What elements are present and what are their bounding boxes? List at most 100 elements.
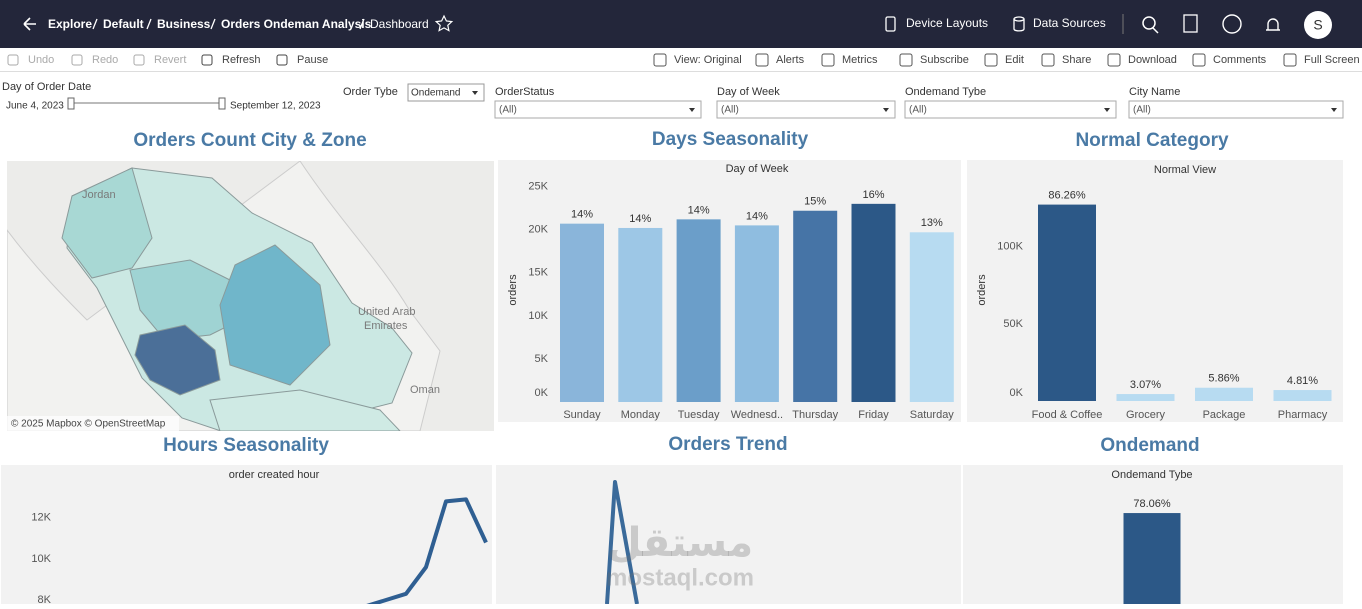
order-type-select[interactable] xyxy=(407,83,485,102)
tool-icon xyxy=(755,53,769,67)
help-icon[interactable] xyxy=(1222,14,1242,34)
data-label: 78.06% xyxy=(1133,498,1171,510)
x-tick-label: Sunday xyxy=(563,409,601,421)
tool-button[interactable]: Undo xyxy=(28,54,54,66)
avatar-initial: S xyxy=(1313,17,1322,33)
chart-subtitle: Normal View xyxy=(1154,164,1216,176)
chart-subtitle: Day of Week xyxy=(726,163,789,175)
metrics-icon[interactable] xyxy=(1183,14,1198,33)
tool-button[interactable]: Edit xyxy=(1005,54,1024,66)
filter-value[interactable]: Ondemand xyxy=(411,88,460,99)
tool-button[interactable]: Download xyxy=(1128,54,1177,66)
breadcrumb[interactable]: Default xyxy=(103,17,144,31)
tool-button[interactable]: Pause xyxy=(297,54,328,66)
trend-panel xyxy=(496,465,961,604)
tool-button[interactable]: Subscribe xyxy=(920,54,969,66)
x-tick-label: Grocery xyxy=(1126,409,1166,421)
tool-button[interactable]: Revert xyxy=(154,54,186,66)
panel-title: Orders Trend xyxy=(668,434,787,455)
breadcrumb[interactable]: Business xyxy=(157,17,211,31)
tool-button[interactable]: Refresh xyxy=(222,54,261,66)
tool-button[interactable]: Share xyxy=(1062,54,1091,66)
dropdown[interactable] xyxy=(494,100,702,119)
breadcrumb[interactable]: Explore xyxy=(48,17,92,31)
chart-subtitle: Ondemand Tybe xyxy=(1111,469,1192,481)
tool-icon xyxy=(821,53,835,67)
x-tick-label: Wednesd.. xyxy=(731,409,783,421)
data-label: 14% xyxy=(571,209,593,221)
tool-button[interactable]: Full Screen xyxy=(1304,54,1360,66)
favorite-icon[interactable] xyxy=(434,14,454,32)
data-label: 15% xyxy=(804,196,826,208)
x-tick-label: Food & Coffee xyxy=(1032,409,1103,421)
y-tick-label: 10K xyxy=(528,310,548,322)
filter-label: Day of Week xyxy=(717,86,780,98)
x-tick-label: Monday xyxy=(621,409,661,421)
data-label: 13% xyxy=(921,217,943,229)
data-label: 14% xyxy=(629,213,651,225)
slider-handle[interactable] xyxy=(67,97,75,110)
filter-value: (All) xyxy=(499,105,517,116)
map-label: United Arab xyxy=(358,306,415,318)
separators xyxy=(92,18,365,30)
x-tick-label: Friday xyxy=(858,409,889,421)
avatar[interactable] xyxy=(1304,11,1332,39)
y-tick-label: 25K xyxy=(528,181,548,193)
dropdown[interactable] xyxy=(1128,100,1344,119)
y-tick-label: 10K xyxy=(31,553,51,565)
y-tick-label: 20K xyxy=(528,224,548,236)
tool-button[interactable]: Alerts xyxy=(776,54,805,66)
tool-button[interactable]: View: Original xyxy=(674,54,742,66)
caret xyxy=(689,108,695,112)
dropdown[interactable] xyxy=(904,100,1117,119)
dropdown[interactable] xyxy=(716,100,896,119)
watermark: mostaql.com xyxy=(606,564,754,591)
bar xyxy=(909,232,954,402)
panel-title: Hours Seasonality xyxy=(163,435,329,456)
tool-button[interactable]: Redo xyxy=(92,54,118,66)
tool-icon xyxy=(653,53,667,67)
tool-icon xyxy=(984,53,998,67)
tool-button[interactable]: Comments xyxy=(1213,54,1267,66)
device-icon xyxy=(885,16,896,32)
filter-label: Ondemand Tybe xyxy=(905,86,986,98)
nav-link[interactable]: Device Layouts xyxy=(906,16,988,30)
data-label: 5.86% xyxy=(1208,373,1239,385)
tool-icon xyxy=(899,53,913,67)
filter-label: OrderStatus xyxy=(495,86,555,98)
filter-value: June 4, 2023 xyxy=(6,101,64,112)
search-icon xyxy=(1152,27,1159,34)
y-tick-label: 5K xyxy=(535,353,549,365)
search-icon[interactable] xyxy=(1142,16,1156,30)
line xyxy=(366,497,488,604)
map-label: Emirates xyxy=(364,320,408,332)
y-tick-label: 8K xyxy=(38,594,52,604)
map xyxy=(7,161,494,431)
filter-value: September 12, 2023 xyxy=(230,101,321,112)
tool-icon xyxy=(201,54,213,66)
nav-link[interactable]: Data Sources xyxy=(1033,16,1106,30)
bar xyxy=(851,203,896,402)
x-tick-label: Thursday xyxy=(792,409,838,421)
tool-icon xyxy=(1283,53,1297,67)
top-bar xyxy=(0,0,1362,48)
tool-button[interactable]: Metrics xyxy=(842,54,878,66)
y-tick-label: 0K xyxy=(1010,387,1024,399)
breadcrumb[interactable]: Dashboard xyxy=(370,17,429,31)
caret xyxy=(1104,108,1110,112)
caret xyxy=(883,108,889,112)
back-icon[interactable] xyxy=(23,17,36,31)
slider-handle[interactable] xyxy=(218,97,226,110)
trend-line xyxy=(605,480,639,605)
filter-label: Day of Order Date xyxy=(2,81,91,93)
y-tick-label: 50K xyxy=(1003,318,1023,330)
bell-icon[interactable] xyxy=(1266,18,1280,31)
tool-icon xyxy=(1107,53,1121,67)
breadcrumb[interactable]: Orders Ondeman Analysis xyxy=(221,17,372,31)
tool-icon xyxy=(1041,53,1055,67)
bar xyxy=(1273,390,1332,401)
attribution-bg xyxy=(7,416,179,431)
caret xyxy=(1331,108,1337,112)
